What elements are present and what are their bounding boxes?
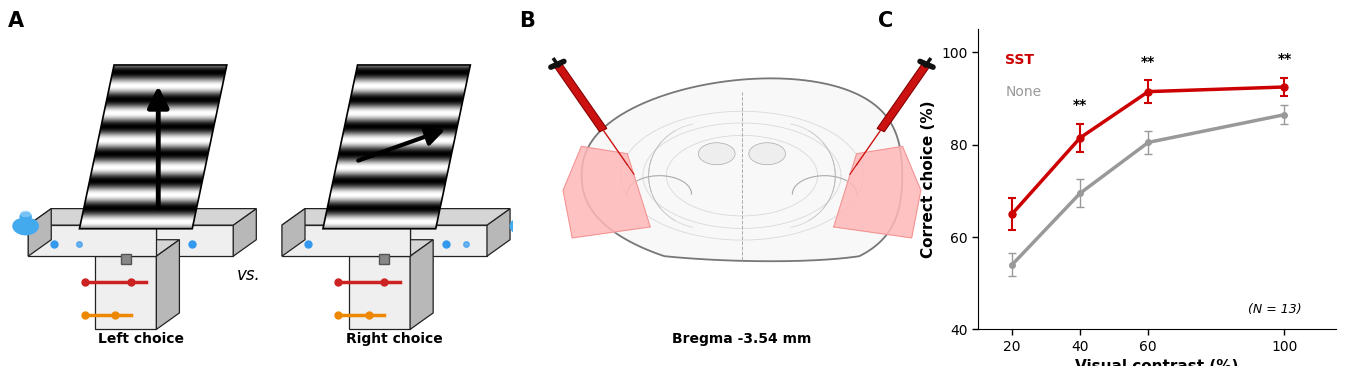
- Polygon shape: [19, 212, 32, 223]
- Polygon shape: [834, 146, 921, 238]
- Text: **: **: [1072, 98, 1087, 112]
- Y-axis label: Correct choice (%): Correct choice (%): [920, 101, 936, 258]
- Text: **: **: [1141, 55, 1155, 68]
- Polygon shape: [348, 240, 433, 256]
- Polygon shape: [20, 210, 31, 217]
- Polygon shape: [410, 240, 433, 329]
- Text: vs.: vs.: [236, 265, 260, 284]
- Polygon shape: [348, 256, 410, 329]
- Text: Right choice: Right choice: [347, 332, 442, 346]
- Polygon shape: [581, 78, 902, 261]
- Text: **: **: [1278, 52, 1291, 66]
- Polygon shape: [28, 209, 51, 256]
- Polygon shape: [94, 240, 179, 256]
- Text: A: A: [8, 11, 24, 31]
- Text: None: None: [1005, 85, 1041, 99]
- Text: B: B: [519, 11, 536, 31]
- Polygon shape: [94, 256, 156, 329]
- Polygon shape: [282, 225, 410, 256]
- Polygon shape: [282, 209, 510, 225]
- Polygon shape: [156, 240, 179, 329]
- Text: Left choice: Left choice: [98, 332, 183, 346]
- Polygon shape: [554, 64, 607, 132]
- Polygon shape: [877, 64, 929, 132]
- Polygon shape: [487, 209, 510, 256]
- Polygon shape: [563, 146, 650, 238]
- Text: (N = 13): (N = 13): [1248, 303, 1302, 315]
- Polygon shape: [28, 209, 256, 225]
- Text: Bregma -3.54 mm: Bregma -3.54 mm: [672, 332, 812, 346]
- Polygon shape: [517, 210, 529, 217]
- X-axis label: Visual contrast (%): Visual contrast (%): [1075, 359, 1238, 366]
- Polygon shape: [517, 212, 529, 223]
- Polygon shape: [282, 209, 305, 256]
- Polygon shape: [699, 143, 735, 165]
- Polygon shape: [233, 209, 256, 256]
- Polygon shape: [28, 225, 156, 256]
- Text: C: C: [878, 11, 893, 31]
- Polygon shape: [510, 219, 536, 235]
- Polygon shape: [156, 225, 233, 256]
- Polygon shape: [13, 219, 38, 235]
- Text: SST: SST: [1005, 53, 1035, 67]
- Polygon shape: [410, 225, 487, 256]
- Polygon shape: [749, 143, 785, 165]
